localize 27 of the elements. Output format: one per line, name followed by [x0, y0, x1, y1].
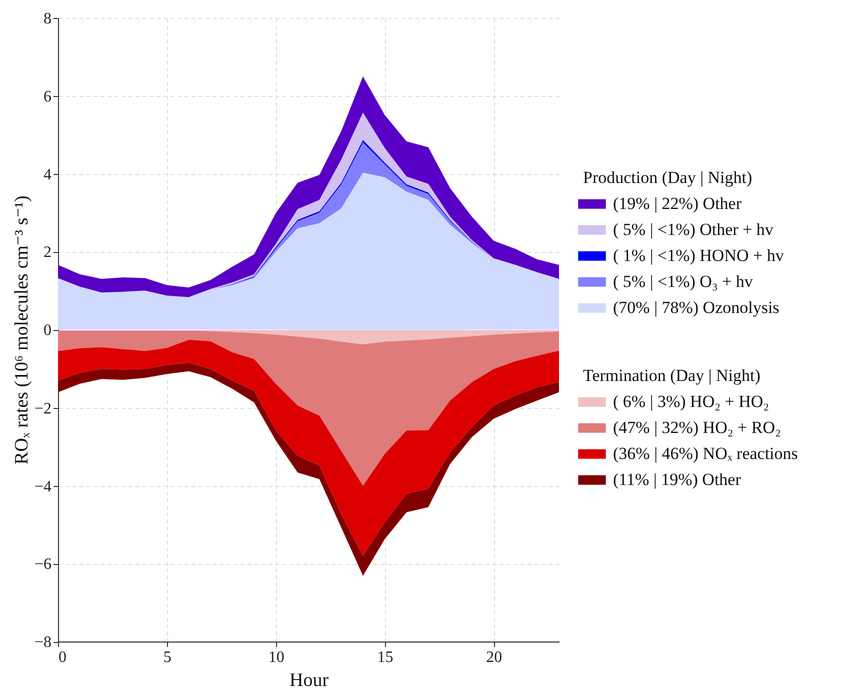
legend-label: (70% | 78%) Ozonolysis	[613, 298, 780, 317]
legend-title: Production (Day | Night)	[583, 168, 752, 187]
legend-title: Termination (Day | Night)	[583, 366, 760, 385]
y-tick-label: 4	[44, 166, 52, 184]
y-tick-label: −2	[34, 400, 52, 418]
legend-label: (36% | 46%) NOₓ reactions	[613, 444, 798, 463]
y-tick-label: 2	[44, 244, 52, 262]
y-tick-label: −4	[34, 478, 52, 496]
y-tick-label: 6	[44, 88, 52, 106]
y-tick-label: 8	[44, 10, 52, 28]
x-tick-label: 20	[486, 649, 502, 666]
legend-label: (19% | 22%) Other	[613, 194, 742, 213]
x-tick-label: 5	[163, 649, 172, 666]
legend-label: ( 1% | <1%) HONO + hv	[613, 246, 784, 265]
y-axis-title: ROₓ rates (10⁶ molecules cm⁻³ s⁻¹)	[12, 196, 32, 464]
legend-label: ( 5% | <1%) Other + hv	[613, 220, 774, 239]
y-tick-label: −8	[34, 634, 52, 651]
x-axis-title: Hour	[289, 670, 330, 691]
legend-label: ( 5% | <1%) O₃ + hv	[613, 272, 754, 291]
y-tick-label: −6	[34, 556, 52, 574]
y-tick-label: 0	[44, 322, 52, 339]
legend-label: (11% | 19%) Other	[613, 470, 742, 489]
x-tick-label: 0	[58, 649, 66, 666]
x-tick-label: 10	[268, 649, 284, 666]
legend-label: (47% | 32%) HO₂ + RO₂	[613, 418, 781, 437]
x-tick-label: 15	[377, 649, 394, 666]
legend-label: ( 6% | 3%) HO₂ + HO₂	[613, 392, 770, 411]
